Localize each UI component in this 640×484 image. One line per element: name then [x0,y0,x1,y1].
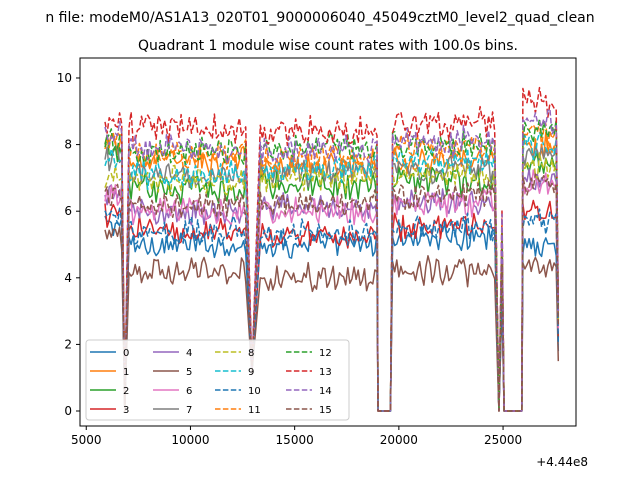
legend-label-15: 15 [319,405,332,416]
series-line-11 [104,121,560,412]
series-line-5 [104,226,560,412]
legend-label-1: 1 [123,367,129,378]
x-tick-label: 20000 [380,433,418,447]
series-line-12 [104,118,560,412]
legend-label-0: 0 [123,348,129,359]
chart-title: Quadrant 1 module wise count rates with … [138,38,518,54]
legend-label-10: 10 [248,386,261,397]
series-line-13 [104,86,560,412]
y-tick-label: 6 [64,204,72,218]
legend-label-8: 8 [248,348,254,359]
legend-label-14: 14 [319,386,332,397]
x-tick-label: 5000 [71,433,102,447]
legend-label-13: 13 [319,367,332,378]
legend-label-11: 11 [248,405,261,416]
legend-label-9: 9 [248,367,254,378]
legend-label-12: 12 [319,348,332,359]
legend-label-6: 6 [186,386,192,397]
y-tick-label: 2 [64,337,72,351]
figure-suptitle: n file: modeM0/AS1A13_020T01_9000006040_… [45,10,594,26]
series-line-10 [104,207,560,412]
y-tick-label: 8 [64,138,72,152]
y-tick-label: 4 [64,271,72,285]
x-tick-label: 10000 [171,433,209,447]
series-line-1 [104,130,560,412]
series-line-7 [104,143,560,412]
x-tick-label: 15000 [276,433,314,447]
y-tick-label: 0 [64,404,72,418]
x-tick-label: 25000 [484,433,522,447]
y-tick-label: 10 [57,71,72,85]
legend-label-7: 7 [186,405,192,416]
legend-label-4: 4 [186,348,192,359]
series-line-6 [104,169,560,412]
legend-label-3: 3 [123,405,129,416]
series-line-9 [104,131,560,412]
legend-label-2: 2 [123,386,129,397]
legend-box [85,339,350,421]
x-offset-label: +4.44e8 [536,455,588,469]
series-lines [104,86,560,412]
series-line-15 [104,173,560,412]
legend-label-5: 5 [186,367,192,378]
series-line-14 [104,108,560,412]
